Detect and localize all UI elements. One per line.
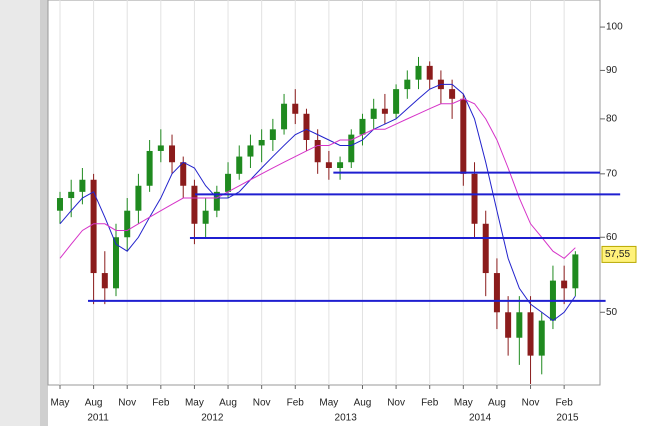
x-tick-label: Feb [421, 398, 439, 409]
candle-body [348, 134, 355, 163]
x-tick-label: Feb [556, 398, 574, 409]
candle-body [527, 312, 534, 356]
x-tick-label: May [319, 398, 338, 409]
candle-body [538, 320, 545, 356]
candle-body [325, 162, 332, 168]
candle-body [135, 185, 142, 211]
year-label: 2015 [556, 413, 579, 424]
candle-body [493, 273, 500, 313]
candle-body [146, 150, 153, 186]
candle-body [124, 210, 131, 238]
y-tick-label: 80 [606, 114, 618, 125]
x-tick-label: Nov [522, 398, 540, 409]
side-panel [0, 0, 40, 426]
year-label: 2013 [335, 413, 358, 424]
candle-body [258, 139, 265, 146]
y-tick-label: 70 [606, 168, 618, 179]
x-tick-label: Feb [152, 398, 170, 409]
candle-body [180, 162, 187, 186]
x-tick-label: Feb [287, 398, 305, 409]
candle-body [213, 191, 220, 211]
price-box [601, 245, 637, 263]
candle-body [169, 145, 176, 163]
candle-body [247, 145, 254, 157]
year-label: 2012 [201, 413, 224, 424]
candle-body [225, 173, 232, 192]
candle-body [415, 65, 422, 80]
candle-body [370, 108, 377, 119]
moving-average [59, 98, 576, 259]
x-tick-label: Nov [387, 398, 405, 409]
candle-body [337, 162, 344, 168]
price-label: 57,55 [605, 249, 630, 260]
year-label: 2014 [469, 413, 492, 424]
candle-body [471, 173, 478, 224]
candle-body [572, 254, 579, 289]
y-tick-label: 50 [606, 307, 618, 318]
y-tick-label: 60 [606, 232, 618, 243]
candle-body [460, 98, 467, 174]
candle-body [404, 79, 411, 90]
x-tick-label: Aug [488, 398, 506, 409]
candle-body [482, 223, 489, 274]
candle-body [393, 89, 400, 114]
x-tick-label: May [454, 398, 473, 409]
candle-body [303, 113, 310, 140]
candle-body [505, 312, 512, 338]
x-tick-label: Nov [118, 398, 136, 409]
candle-body [561, 280, 568, 289]
moving-average [59, 83, 576, 322]
candle-body [56, 198, 63, 211]
candle-body [359, 118, 366, 135]
x-tick-label: May [185, 398, 204, 409]
candle-body [314, 139, 321, 163]
candle-body [101, 273, 108, 289]
candle-body [113, 237, 120, 289]
candle-body [449, 89, 456, 99]
year-label: 2011 [87, 413, 109, 424]
x-tick-label: Nov [253, 398, 271, 409]
candle-body [381, 108, 388, 114]
side-border [40, 0, 48, 426]
candle-body [281, 103, 288, 130]
candle-body [269, 129, 276, 140]
candle-body [157, 145, 164, 151]
candle-body [191, 185, 198, 224]
candle-body [292, 103, 299, 114]
y-tick-label: 100 [606, 22, 623, 33]
candle-body [90, 179, 97, 274]
candle-body [79, 179, 86, 192]
x-tick-label: Aug [354, 398, 372, 409]
candle-body [426, 65, 433, 80]
x-tick-label: May [51, 398, 70, 409]
x-tick-label: Aug [219, 398, 237, 409]
candle-body [236, 156, 243, 174]
candle-body [202, 210, 209, 224]
candle-body [68, 191, 75, 199]
candle-body [516, 312, 523, 338]
x-tick-label: Aug [85, 398, 103, 409]
y-tick-label: 90 [606, 65, 618, 76]
